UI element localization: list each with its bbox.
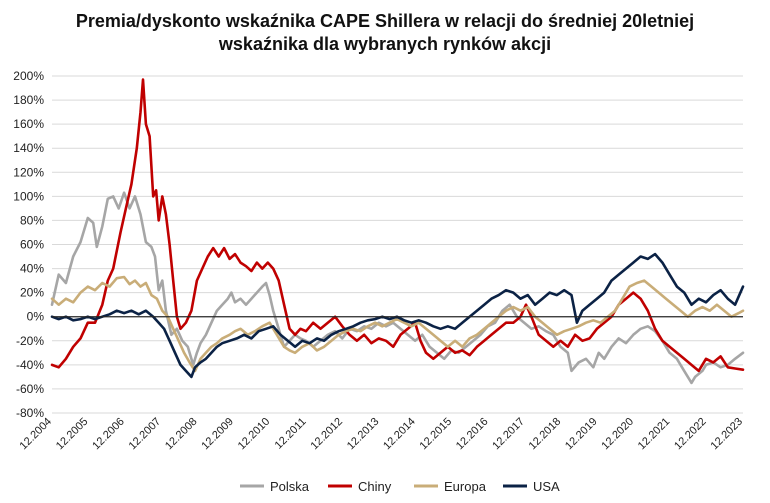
x-tick-label: 12.2011 (273, 416, 309, 452)
series-lines (50, 78, 745, 385)
y-tick-label: 80% (20, 213, 44, 227)
x-tick-label: 12.2022 (672, 416, 709, 453)
x-tick-label: 12.2012 (308, 416, 345, 453)
y-tick-label: 180% (13, 93, 44, 107)
y-tick-label: 0% (27, 310, 45, 324)
y-tick-label: 120% (13, 165, 44, 179)
x-tick-label: 12.2006 (90, 416, 127, 453)
legend-label: Europa (444, 479, 487, 494)
x-axis: 12.2004 12.2005 12.2006 12.2007 12.2008 12.20… (18, 416, 746, 453)
y-tick-label: -80% (16, 406, 44, 420)
legend-label: USA (533, 479, 560, 494)
legend-label: Polska (270, 479, 310, 494)
legend-label: Chiny (358, 479, 392, 494)
x-tick-label: 12.2008 (163, 416, 200, 453)
series-line-usa (50, 252, 745, 379)
y-tick-label: 40% (20, 262, 44, 276)
x-tick-label: 12.2004 (18, 416, 55, 453)
x-tick-label: 12.2021 (636, 416, 673, 453)
x-tick-label: 12.2018 (527, 416, 564, 453)
x-tick-label: 12.2013 (345, 416, 382, 453)
series-line-polska (50, 191, 745, 385)
series-line-europa (50, 275, 745, 373)
chart-title-line-1: Premia/dyskonto wskaźnika CAPE Shillera … (75, 11, 695, 31)
y-tick-label: -20% (16, 334, 44, 348)
y-tick-label: 20% (20, 286, 44, 300)
y-tick-label: 200% (13, 69, 44, 83)
chart-title: Premia/dyskonto wskaźnika CAPE Shillera … (0, 10, 770, 56)
x-tick-label: 12.2023 (709, 416, 746, 453)
y-axis: -80% -60% -40% -20% 0% 20% 40% 60% 80% 100% 120% 14… (13, 69, 44, 420)
x-tick-label: 12.2017 (490, 416, 527, 453)
gridlines (52, 75, 743, 414)
y-tick-label: 160% (13, 117, 44, 131)
x-tick-label: 12.2015 (418, 416, 455, 453)
y-tick-label: 60% (20, 238, 44, 252)
y-tick-label: -60% (16, 382, 44, 396)
x-tick-label: 12.2009 (199, 416, 236, 453)
y-tick-label: 140% (13, 141, 44, 155)
x-tick-label: 12.2016 (454, 416, 491, 453)
x-tick-label: 12.2005 (54, 416, 91, 453)
chart-title-line-2: wskaźnika dla wybranych rynków akcji (218, 34, 552, 54)
x-tick-label: 12.2007 (127, 416, 164, 453)
x-tick-label: 12.2020 (599, 416, 636, 453)
y-tick-label: -40% (16, 358, 44, 372)
x-tick-label: 12.2019 (563, 416, 600, 453)
x-tick-label: 12.2010 (236, 416, 273, 453)
x-tick-label: 12.2014 (381, 416, 418, 453)
legend: Polska Chiny Europa USA (240, 479, 560, 494)
y-tick-label: 100% (13, 189, 44, 203)
series-line-chiny (50, 78, 745, 373)
